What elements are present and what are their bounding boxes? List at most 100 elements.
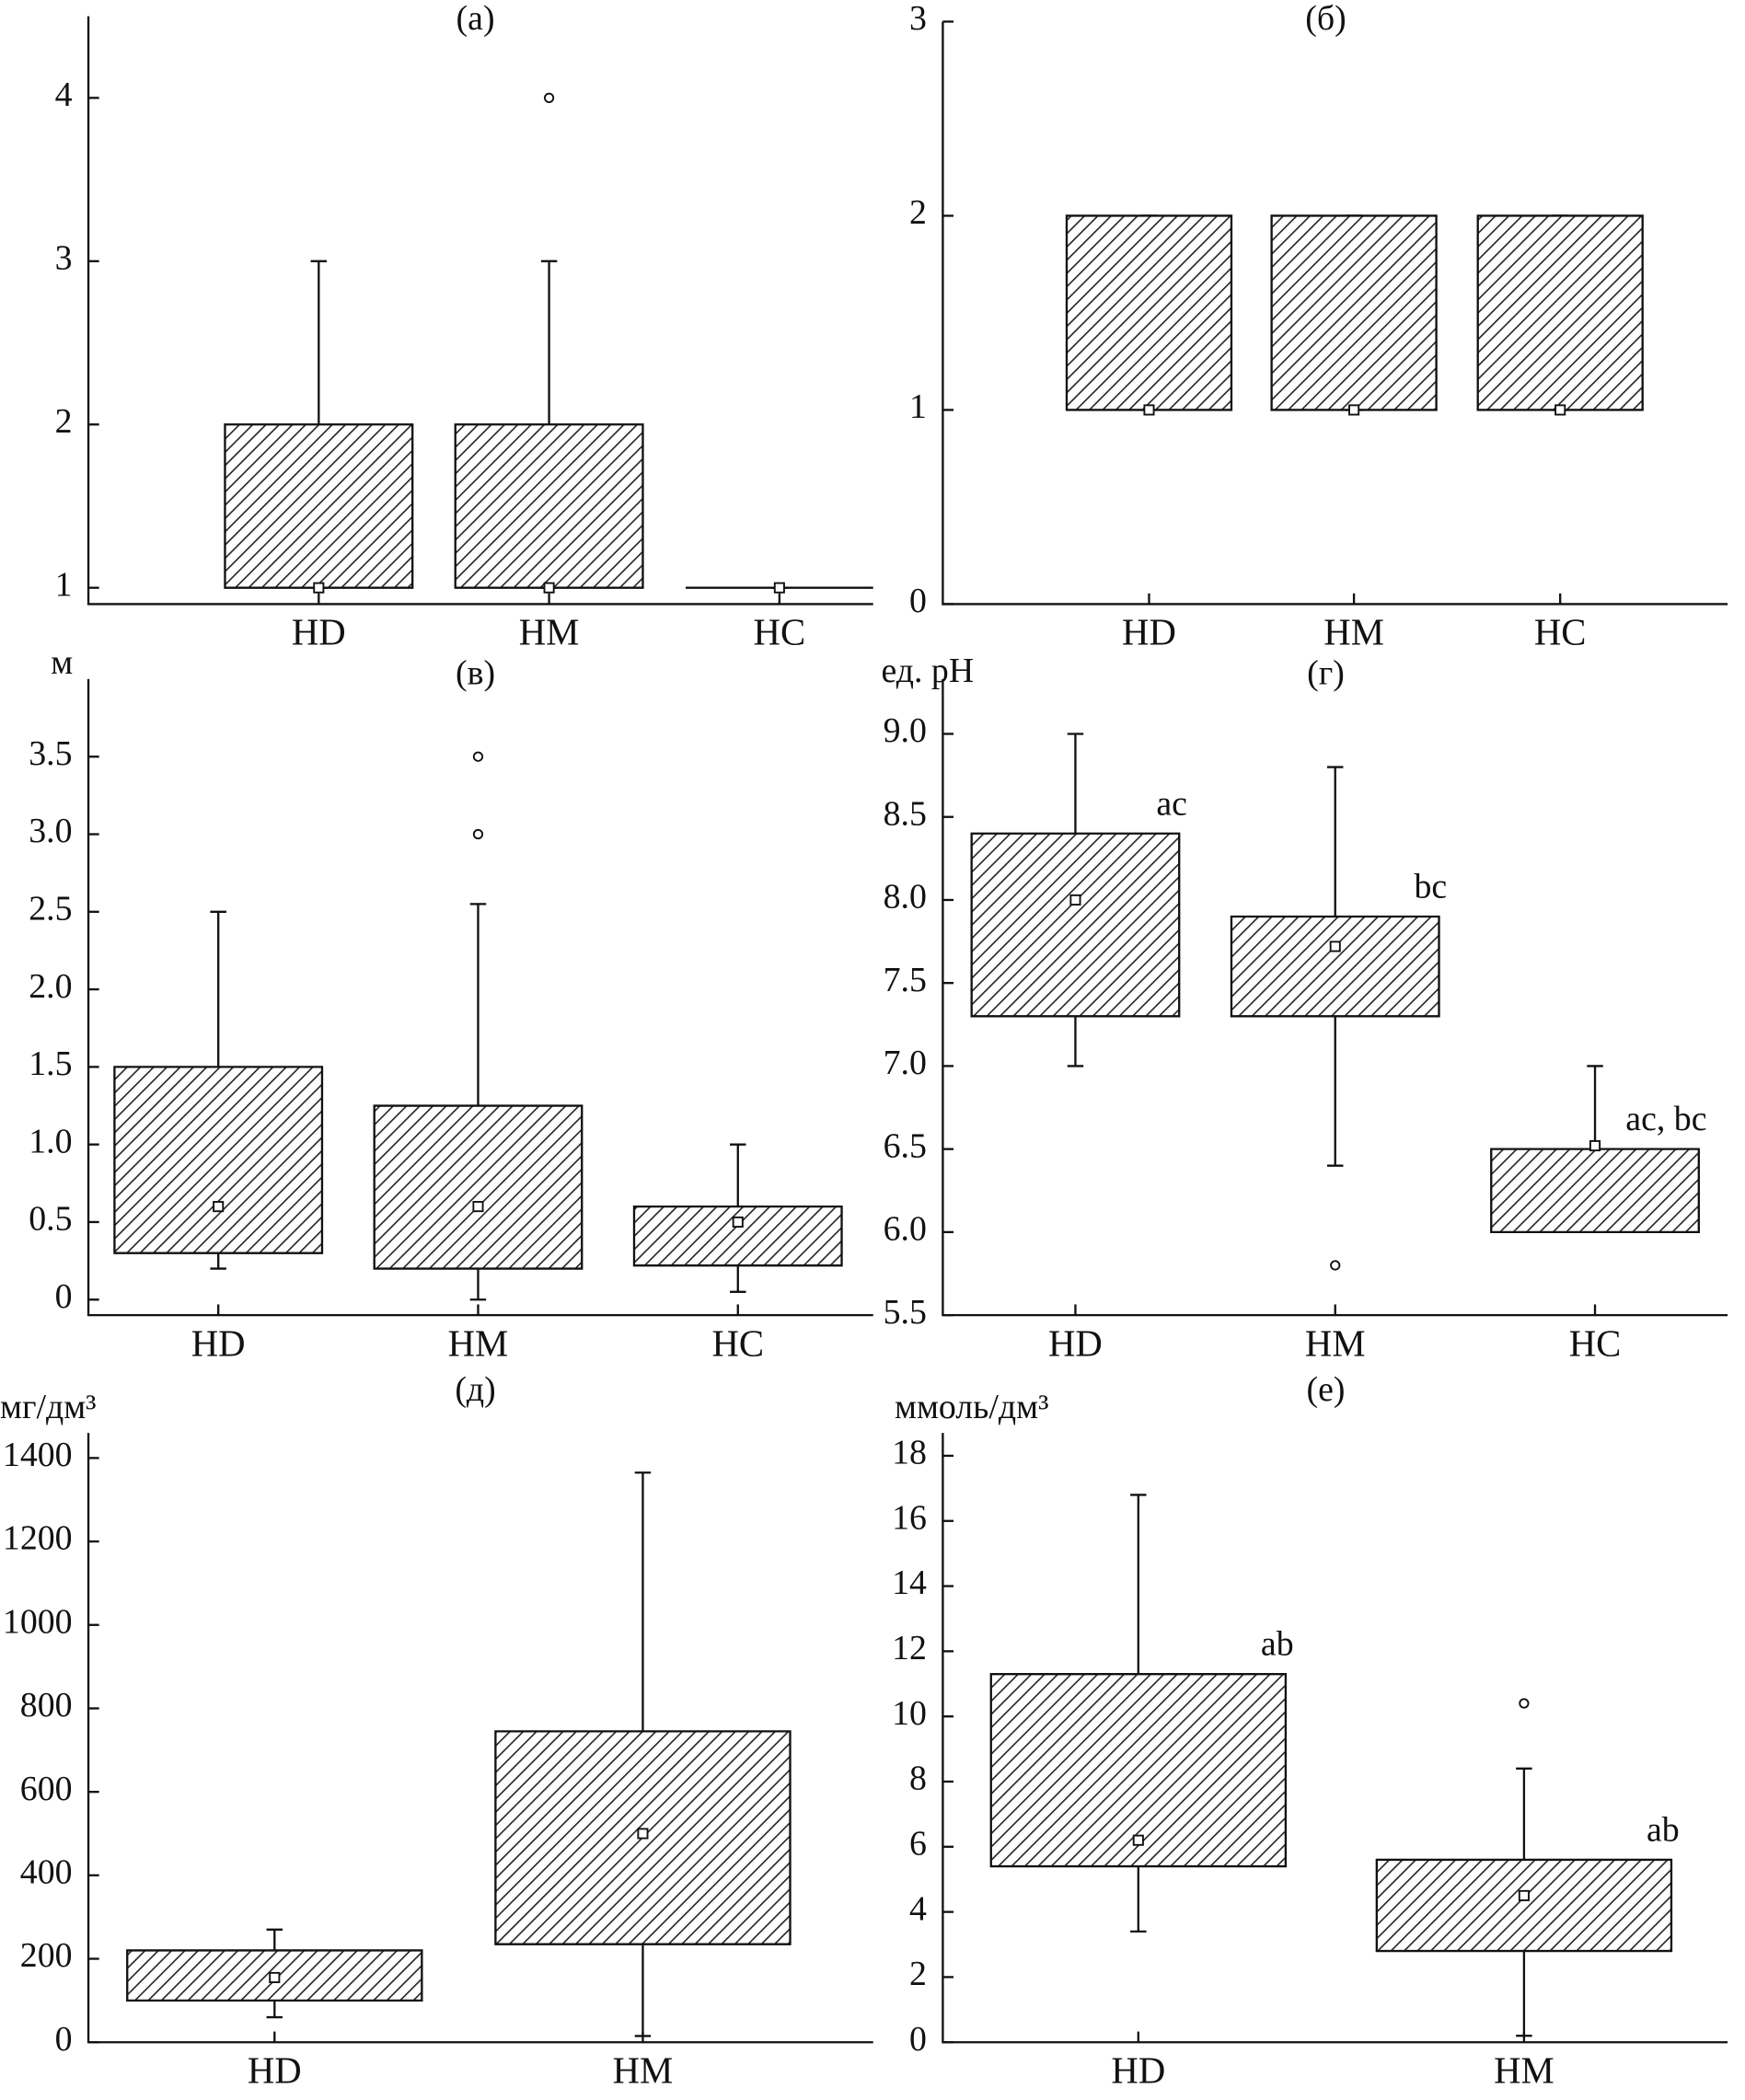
x-tick-label: HM (613, 2049, 674, 2091)
box (224, 423, 414, 589)
box (454, 423, 644, 589)
y-axis-label: м (51, 643, 73, 682)
y-tick-label: 3 (909, 0, 927, 38)
y-tick-label: 3 (55, 239, 73, 278)
y-tick-label: 1.5 (29, 1044, 72, 1083)
box (1065, 214, 1233, 411)
annotation: ac (1156, 784, 1187, 823)
median (773, 582, 785, 594)
y-tick-label: 0.5 (29, 1200, 72, 1239)
y-tick-label: 4 (55, 75, 73, 114)
y-tick-label: 6.5 (884, 1126, 927, 1165)
box (373, 1104, 584, 1270)
outlier (543, 92, 555, 103)
box (113, 1066, 324, 1254)
y-tick-label: 6 (909, 1824, 927, 1863)
outlier (1330, 1260, 1341, 1271)
y-tick-label: 2 (909, 193, 927, 232)
y-tick-label: 6.0 (884, 1210, 927, 1249)
y-tick-label: 7.0 (884, 1044, 927, 1082)
y-tick-label: 1 (55, 565, 73, 604)
x-tick-label: HM (448, 1322, 509, 1364)
y-tick-label: 200 (20, 1936, 73, 1975)
panel-title: (а) (456, 0, 495, 38)
x-tick-label: HC (711, 1322, 764, 1364)
axes (87, 678, 873, 1317)
box (1270, 214, 1438, 411)
panel-title: (г) (1307, 654, 1345, 693)
y-tick-label: 600 (20, 1770, 73, 1808)
median (269, 1971, 281, 1983)
y-tick-label: 1200 (3, 1519, 73, 1558)
median (543, 582, 555, 594)
annotation: ab (1647, 1811, 1680, 1850)
median (1069, 894, 1081, 906)
panel-title: (б) (1305, 0, 1346, 38)
y-axis-label: ед. pH (881, 652, 974, 690)
y-tick-label: 1.0 (29, 1122, 72, 1160)
y-tick-label: 2 (55, 402, 73, 441)
box (970, 832, 1181, 1018)
y-tick-label: 2.0 (29, 967, 72, 1006)
y-tick-label: 16 (892, 1498, 927, 1537)
median (1132, 1834, 1144, 1846)
axes (87, 16, 873, 606)
box (1476, 214, 1644, 411)
annotation: ac, bc (1625, 1100, 1706, 1138)
median (213, 1201, 225, 1213)
x-tick-label: HC (1569, 1322, 1622, 1364)
box (1375, 1858, 1673, 1953)
y-tick-label: 8 (909, 1760, 927, 1798)
annotation: ab (1261, 1625, 1294, 1664)
median (732, 1216, 744, 1229)
x-tick-label: HD (248, 2049, 302, 2091)
box (632, 1205, 843, 1267)
x-tick-label: HC (754, 612, 806, 653)
x-tick-label: HM (1305, 1322, 1366, 1364)
median (1329, 940, 1341, 952)
median (472, 1201, 484, 1213)
median (1348, 404, 1360, 416)
y-tick-label: 0 (55, 2020, 73, 2059)
y-tick-label: 10 (892, 1694, 927, 1733)
x-tick-label: HM (1494, 2049, 1554, 2091)
y-tick-label: 1000 (3, 1602, 73, 1641)
y-tick-label: 5.5 (884, 1293, 927, 1332)
x-tick-label: HD (1048, 1322, 1103, 1364)
median (637, 1828, 649, 1840)
y-tick-label: 18 (892, 1434, 927, 1472)
y-tick-label: 7.5 (884, 961, 927, 999)
y-tick-label: 9.0 (884, 711, 927, 750)
annotation: bc (1415, 868, 1448, 906)
y-axis-label: мг/дм³ (0, 1388, 96, 1426)
median (1554, 404, 1566, 416)
x-tick-label: HC (1534, 612, 1587, 653)
x-tick-label: HD (191, 1322, 246, 1364)
y-tick-label: 800 (20, 1686, 73, 1725)
panel-title: (д) (455, 1370, 495, 1409)
y-tick-label: 400 (20, 1853, 73, 1892)
y-tick-label: 1400 (3, 1436, 73, 1474)
panel-title: (в) (456, 654, 495, 693)
median (1518, 1889, 1530, 1901)
y-tick-label: 8.0 (884, 878, 927, 917)
outlier (1519, 1698, 1530, 1709)
median (1589, 1139, 1601, 1152)
y-tick-label: 3.0 (29, 812, 72, 850)
x-tick-label: HM (519, 612, 580, 653)
y-tick-label: 3.5 (29, 734, 72, 773)
y-tick-label: 0 (909, 582, 927, 620)
y-tick-label: 2 (909, 1955, 927, 1993)
outlier (472, 751, 484, 762)
y-tick-label: 1 (909, 387, 927, 426)
y-axis-label: ммоль/дм³ (895, 1388, 1048, 1426)
y-tick-label: 14 (892, 1563, 927, 1602)
median (313, 582, 325, 594)
x-tick-label: HD (1111, 2049, 1165, 2091)
x-tick-label: HM (1323, 612, 1384, 653)
outlier (472, 828, 484, 840)
median (1143, 404, 1155, 416)
y-tick-label: 0 (909, 2020, 927, 2059)
panel-title: (е) (1307, 1370, 1346, 1409)
